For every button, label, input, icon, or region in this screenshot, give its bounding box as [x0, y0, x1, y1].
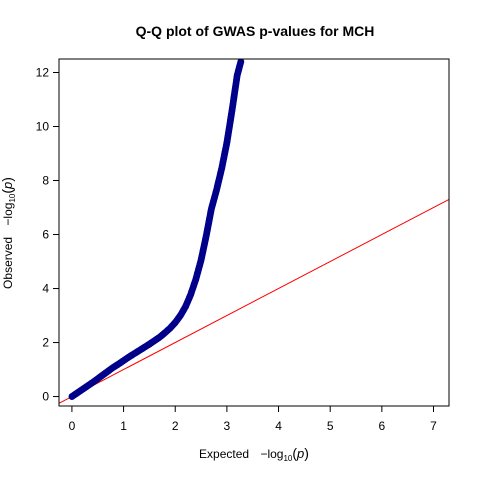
- plot-frame: [58, 58, 450, 407]
- y-axis-formula-open: (: [0, 189, 15, 194]
- x-axis-formula-open: (: [292, 445, 297, 461]
- chart-title: Q-Q plot of GWAS p-values for MCH: [136, 23, 375, 39]
- x-axis-formula-sub: 10: [283, 454, 292, 463]
- data-points: [68, 59, 245, 400]
- x-tick-label: 5: [327, 419, 334, 433]
- y-axis-title: Observed −log10(p): [0, 177, 17, 289]
- x-axis-formula-prefix: −log: [260, 447, 283, 461]
- y-tick-label: 8: [42, 174, 49, 188]
- x-tick-label: 7: [430, 419, 437, 433]
- y-tick-label: 4: [42, 282, 49, 296]
- data-point: [237, 59, 245, 66]
- y-tick-label: 6: [42, 228, 49, 242]
- y-axis-formula-prefix: −log: [1, 203, 15, 226]
- y-axis: 0 2 4 6 8 10 12: [36, 66, 59, 404]
- y-tick-label: 2: [42, 336, 49, 350]
- x-axis-formula-close: ): [304, 445, 309, 461]
- plot-area: [58, 58, 450, 407]
- x-tick-label: 4: [275, 419, 282, 433]
- x-axis: 0 1 2 3 4 5 6 7: [69, 406, 437, 433]
- y-axis-formula-sub: 10: [8, 193, 17, 202]
- y-axis-formula-close: ): [0, 177, 15, 182]
- reference-line: [59, 198, 449, 404]
- x-tick-label: 2: [172, 419, 179, 433]
- x-tick-label: 6: [379, 419, 386, 433]
- x-tick-label: 3: [224, 419, 231, 433]
- y-tick-label: 12: [36, 66, 50, 80]
- x-tick-label: 0: [69, 419, 76, 433]
- y-axis-formula-var: p: [0, 182, 15, 190]
- x-axis-formula-var: p: [296, 446, 304, 461]
- y-axis-title-text: Observed: [1, 237, 15, 289]
- x-tick-label: 1: [120, 419, 127, 433]
- x-axis-title-text: Expected: [199, 447, 249, 461]
- y-tick-label: 10: [36, 120, 50, 134]
- x-axis-title: Expected −log10(p): [199, 445, 309, 463]
- y-tick-label: 0: [42, 390, 49, 404]
